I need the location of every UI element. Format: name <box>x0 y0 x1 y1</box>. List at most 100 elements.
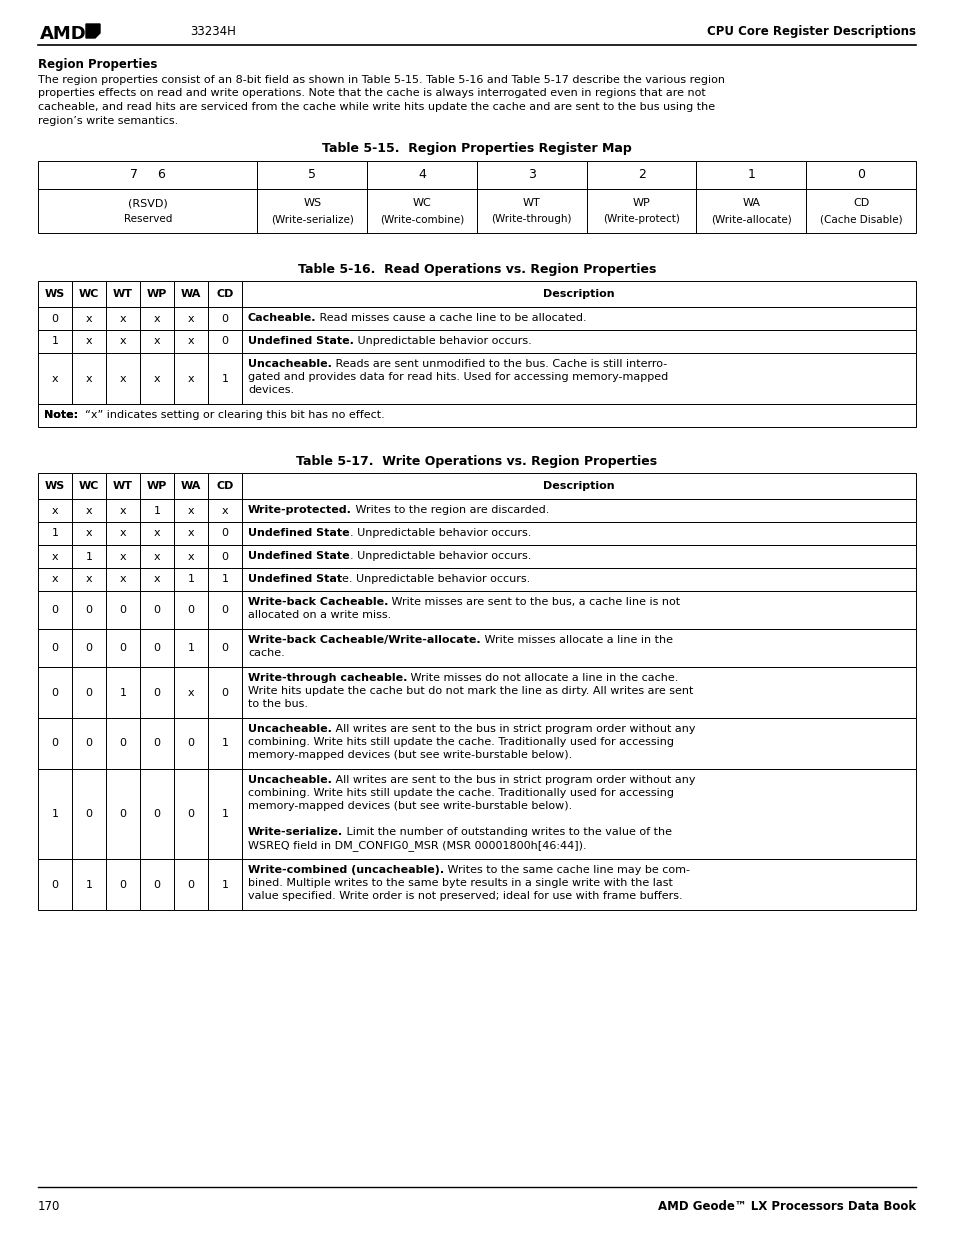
Bar <box>71 667 106 718</box>
Text: Undefined State.: Undefined State. <box>248 336 354 346</box>
Text: 0: 0 <box>153 643 160 653</box>
Text: Limit the number of outstanding writes to the value of the: Limit the number of outstanding writes t… <box>343 827 672 837</box>
Text: 0: 0 <box>119 879 127 889</box>
Text: Write-through cacheable.: Write-through cacheable. <box>248 673 407 683</box>
Bar <box>696 161 805 189</box>
Bar <box>38 161 257 189</box>
Text: WP: WP <box>147 289 167 299</box>
Text: The region properties consist of an 8-bit field as shown in Table 5-15. Table 5-: The region properties consist of an 8-bi… <box>38 75 724 85</box>
Text: 0: 0 <box>221 688 229 698</box>
Text: 0: 0 <box>119 605 127 615</box>
Text: 0: 0 <box>153 739 160 748</box>
Text: x: x <box>188 373 194 384</box>
Bar <box>140 629 173 667</box>
Bar <box>106 629 140 667</box>
Bar <box>242 353 915 404</box>
Text: combining. Write hits still update the cache. Traditionally used for accessing: combining. Write hits still update the c… <box>248 788 673 798</box>
Text: allocated on a write miss.: allocated on a write miss. <box>248 610 391 620</box>
Bar <box>140 282 173 308</box>
Text: x: x <box>119 529 126 538</box>
Text: Description: Description <box>542 480 614 492</box>
Bar <box>38 308 71 330</box>
Bar <box>38 330 71 353</box>
Bar <box>242 718 915 769</box>
Text: 1: 1 <box>51 529 58 538</box>
Text: x: x <box>86 529 92 538</box>
Bar <box>38 667 71 718</box>
Text: WA: WA <box>741 198 760 207</box>
Bar <box>71 353 106 404</box>
Bar <box>242 545 915 568</box>
Text: 0: 0 <box>119 739 127 748</box>
Text: 1: 1 <box>188 643 194 653</box>
Bar <box>71 473 106 499</box>
Bar <box>106 499 140 522</box>
Text: x: x <box>188 529 194 538</box>
Bar <box>173 769 208 860</box>
Text: x: x <box>86 574 92 584</box>
Text: Write-serialize.: Write-serialize. <box>248 827 343 837</box>
Text: 0: 0 <box>86 643 92 653</box>
Bar <box>476 189 586 233</box>
Text: (Cache Disable): (Cache Disable) <box>819 214 902 224</box>
Bar <box>106 473 140 499</box>
Bar <box>106 545 140 568</box>
Text: to the bus.: to the bus. <box>248 699 308 709</box>
Text: memory-mapped devices (but see write-burstable below).: memory-mapped devices (but see write-bur… <box>248 802 572 811</box>
Text: e. Unpredictable behavior occurs.: e. Unpredictable behavior occurs. <box>342 574 530 584</box>
Text: Undefined State: Undefined State <box>248 551 349 561</box>
Text: x: x <box>188 314 194 324</box>
Text: x: x <box>153 574 160 584</box>
Bar <box>38 522 71 545</box>
Bar <box>208 592 242 629</box>
Text: 1: 1 <box>221 574 229 584</box>
Text: 0: 0 <box>153 605 160 615</box>
Text: WT: WT <box>112 480 132 492</box>
Text: x: x <box>119 505 126 515</box>
Bar <box>173 667 208 718</box>
Bar <box>242 282 915 308</box>
Bar <box>106 860 140 910</box>
Bar <box>38 860 71 910</box>
Bar <box>173 568 208 592</box>
Text: 0: 0 <box>188 739 194 748</box>
Text: Uncacheable.: Uncacheable. <box>248 359 332 369</box>
Text: Write misses do not allocate a line in the cache.: Write misses do not allocate a line in t… <box>407 673 678 683</box>
Text: Write-protected.: Write-protected. <box>248 505 352 515</box>
Bar <box>71 769 106 860</box>
Text: x: x <box>51 505 58 515</box>
Text: 0: 0 <box>51 688 58 698</box>
Bar <box>71 308 106 330</box>
Text: 0: 0 <box>221 314 229 324</box>
Text: 0: 0 <box>86 688 92 698</box>
Text: Write hits update the cache but do not mark the line as dirty. All writes are se: Write hits update the cache but do not m… <box>248 685 693 697</box>
Text: 0: 0 <box>221 336 229 347</box>
Text: 0: 0 <box>119 643 127 653</box>
Text: memory-mapped devices (but see write-burstable below).: memory-mapped devices (but see write-bur… <box>248 750 572 760</box>
Text: x: x <box>119 314 126 324</box>
Text: 1: 1 <box>51 809 58 819</box>
Bar <box>106 522 140 545</box>
Bar <box>805 189 915 233</box>
Text: Undefined Stat: Undefined Stat <box>248 574 342 584</box>
Bar <box>38 473 71 499</box>
Bar <box>71 522 106 545</box>
Bar <box>476 161 586 189</box>
Text: x: x <box>153 529 160 538</box>
Text: 0: 0 <box>86 739 92 748</box>
Text: x: x <box>119 574 126 584</box>
Polygon shape <box>86 23 100 38</box>
Text: x: x <box>51 373 58 384</box>
Bar <box>242 769 915 860</box>
Text: 4: 4 <box>417 168 426 182</box>
Text: Description: Description <box>542 289 614 299</box>
Text: 0: 0 <box>188 809 194 819</box>
Bar <box>140 308 173 330</box>
Text: Region Properties: Region Properties <box>38 58 157 70</box>
Text: CD: CD <box>216 480 233 492</box>
Text: CPU Core Register Descriptions: CPU Core Register Descriptions <box>706 25 915 38</box>
Bar <box>805 161 915 189</box>
Text: Write misses are sent to the bus, a cache line is not: Write misses are sent to the bus, a cach… <box>388 597 679 606</box>
Text: devices.: devices. <box>248 385 294 395</box>
Text: All writes are sent to the bus in strict program order without any: All writes are sent to the bus in strict… <box>332 776 695 785</box>
